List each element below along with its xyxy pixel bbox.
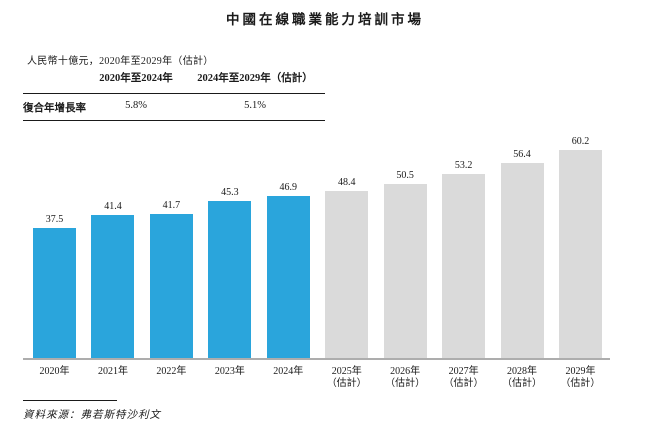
bar-value-label: 45.3 — [221, 187, 239, 198]
x-tick-label: 2024年 — [273, 366, 304, 377]
bar-estimate — [558, 150, 602, 358]
cagr-table-header-row: 2020年至2024年 2024年至2029年（估計） — [23, 70, 325, 94]
bar-actual — [91, 215, 135, 358]
bar-group: 50.5 2026年 （估計） — [383, 170, 427, 389]
bar-value-label: 53.2 — [454, 160, 473, 171]
x-tick-label: 2028年 （估計） — [502, 366, 542, 389]
cagr-value-2020-2024: 5.8% — [125, 100, 147, 111]
bar-actual — [149, 214, 193, 358]
cagr-table-data-row: 復合年增長率 5.8% 5.1% — [23, 94, 325, 121]
bar-actual — [33, 228, 76, 358]
bar-group: 46.9 2024年 — [266, 182, 310, 377]
bar-estimate — [383, 184, 427, 358]
footnote-rule — [23, 400, 117, 401]
plot-area: 37.5 2020年 41.4 2021年 41.7 2022年 45.3 2023年 46.9… — [23, 130, 610, 389]
bar-value-label: 46.9 — [279, 182, 298, 193]
x-tick-label: 2029年 （估計） — [560, 366, 601, 389]
bar-value-label: 37.5 — [45, 214, 64, 225]
bar-group: 48.4 2025年 （估計） — [325, 177, 369, 389]
cagr-value-2024-2029: 5.1% — [244, 100, 266, 111]
bar-actual — [266, 196, 310, 358]
cagr-table: 2020年至2024年 2024年至2029年（估計） 復合年增長率 5.8% … — [23, 70, 325, 121]
bar-value-label: 41.7 — [162, 200, 181, 211]
bar-estimate — [500, 163, 544, 358]
bar-group: 41.7 2022年 — [149, 200, 193, 377]
bar-group: 60.2 2029年 （估計） — [558, 136, 602, 389]
bar-group: 53.2 2027年 （估計） — [442, 160, 486, 389]
bar-estimate — [325, 191, 369, 358]
cagr-column-header-2020-2024: 2020年至2024年 — [99, 73, 173, 84]
bar-value-label: 60.2 — [571, 136, 590, 147]
bar-group: 56.4 2028年 （估計） — [500, 149, 544, 389]
x-tick-label: 2020年 — [39, 366, 70, 377]
page-title: 中國在線職業能力培訓市場 — [226, 12, 424, 27]
x-tick-label: 2027年 （估計） — [443, 366, 484, 389]
x-tick-label: 2022年 — [156, 366, 187, 377]
bar-group: 41.4 2021年 — [91, 201, 135, 377]
bar-group: 37.5 2020年 — [33, 214, 76, 377]
bar-chart: 37.5 2020年 41.4 2021年 41.7 2022年 45.3 2023年 46.9… — [23, 130, 610, 389]
x-tick-label: 2021年 — [97, 366, 128, 377]
bar-value-label: 56.4 — [513, 149, 531, 160]
x-tick-label: 2025年 （估計） — [326, 366, 367, 389]
x-tick-label: 2026年 （估計） — [385, 366, 426, 389]
bar-group: 45.3 2023年 — [208, 187, 252, 377]
chart-unit-label: 人民幣十億元，2020年至2029年（估計） — [27, 56, 214, 67]
bar-value-label: 48.4 — [337, 177, 356, 188]
x-tick-label: 2023年 — [214, 366, 245, 377]
bar-actual — [208, 201, 252, 358]
bar-value-label: 41.4 — [104, 201, 122, 212]
cagr-row-label: 復合年增長率 — [23, 103, 86, 114]
bar-estimate — [442, 174, 486, 358]
source-note: 資料來源：弗若斯特沙利文 — [23, 410, 161, 421]
cagr-column-header-2024-2029: 2024年至2029年（估計） — [197, 73, 313, 84]
bar-value-label: 50.5 — [396, 170, 414, 181]
